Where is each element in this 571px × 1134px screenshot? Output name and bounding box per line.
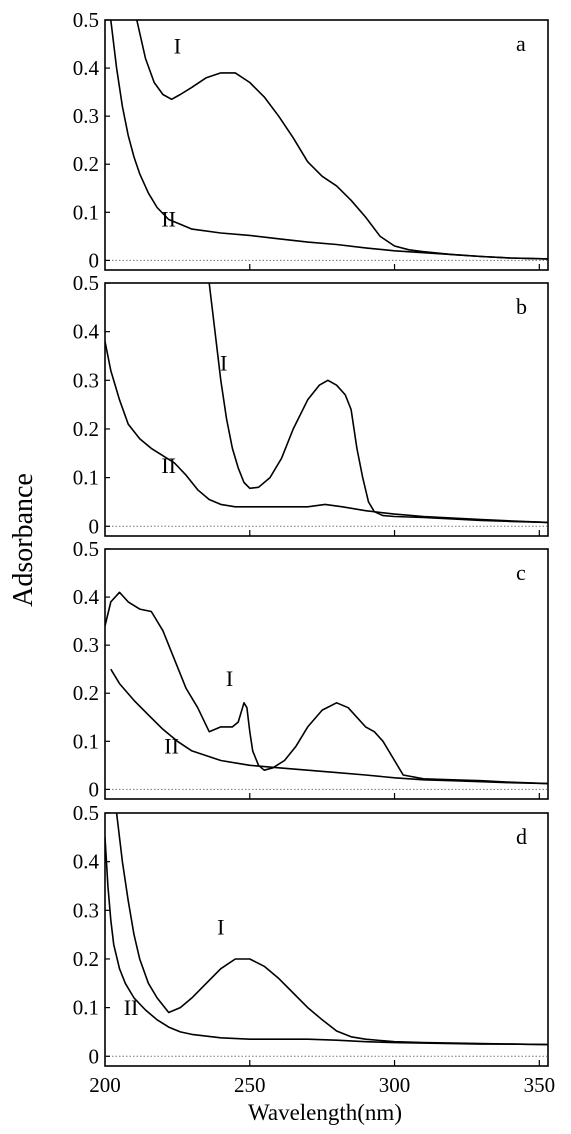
x-tick-label: 250: [234, 1073, 266, 1097]
y-tick-label: 0.3: [73, 368, 99, 392]
series-line-ii: [105, 341, 548, 524]
y-tick-label: 0.4: [73, 320, 100, 344]
y-tick-label: 0.3: [73, 898, 99, 922]
plot-frame: [104, 19, 549, 271]
panel-label: b: [516, 294, 527, 319]
y-tick-label: 0.2: [73, 681, 99, 705]
y-tick-label: 0.1: [73, 200, 99, 224]
series-label-i: I: [217, 915, 224, 940]
y-tick-label: 0.4: [73, 585, 100, 609]
panel-label: c: [516, 560, 526, 585]
series-label-ii: II: [161, 453, 176, 478]
y-tick-label: 0: [89, 248, 100, 272]
y-tick-label: 0.3: [73, 633, 99, 657]
series-label-i: I: [174, 34, 181, 59]
y-tick-label: 0.5: [73, 537, 99, 561]
series-line-i: [136, 20, 548, 260]
y-tick-label: 0: [89, 1044, 100, 1068]
series-label-ii: II: [161, 207, 176, 232]
series-line-ii: [105, 837, 548, 1046]
plot-frame: [104, 548, 549, 800]
x-tick-label: 350: [524, 1073, 556, 1097]
y-tick-label: 0.2: [73, 152, 99, 176]
x-tick-label: 200: [89, 1073, 121, 1097]
y-axis-label: Adsorbance: [8, 473, 39, 607]
y-tick-label: 0: [89, 514, 100, 538]
panel-label: d: [516, 824, 527, 849]
series-label-i: I: [220, 351, 227, 376]
y-tick-label: 0.5: [73, 271, 99, 295]
y-tick-label: 0.1: [73, 466, 99, 490]
x-axis-label: Wavelength(nm): [248, 1100, 402, 1125]
y-tick-label: 0.2: [73, 417, 99, 441]
chart-panels: 00.10.20.30.40.5aIII00.10.20.30.40.5bIII…: [73, 8, 555, 1097]
y-tick-label: 0.5: [73, 801, 99, 825]
series-line-ii: [110, 668, 548, 785]
series-line-i: [208, 283, 548, 524]
y-tick-label: 0.1: [73, 729, 99, 753]
panel-label: a: [516, 31, 526, 56]
series-line-i: [115, 813, 548, 1046]
y-tick-label: 0.4: [73, 56, 100, 80]
y-tick-label: 0.1: [73, 996, 99, 1020]
y-tick-label: 0.2: [73, 947, 99, 971]
series-label-i: I: [226, 666, 233, 691]
y-tick-label: 0.5: [73, 8, 99, 32]
plot-frame: [104, 282, 549, 537]
plot-frame: [104, 812, 549, 1067]
y-tick-label: 0.3: [73, 104, 99, 128]
y-tick-label: 0.4: [73, 850, 100, 874]
series-line-i: [105, 591, 548, 785]
x-tick-label: 300: [379, 1073, 411, 1097]
series-label-ii: II: [124, 995, 139, 1020]
series-line-ii: [110, 20, 548, 260]
series-label-ii: II: [164, 733, 179, 758]
y-tick-label: 0: [89, 777, 100, 801]
